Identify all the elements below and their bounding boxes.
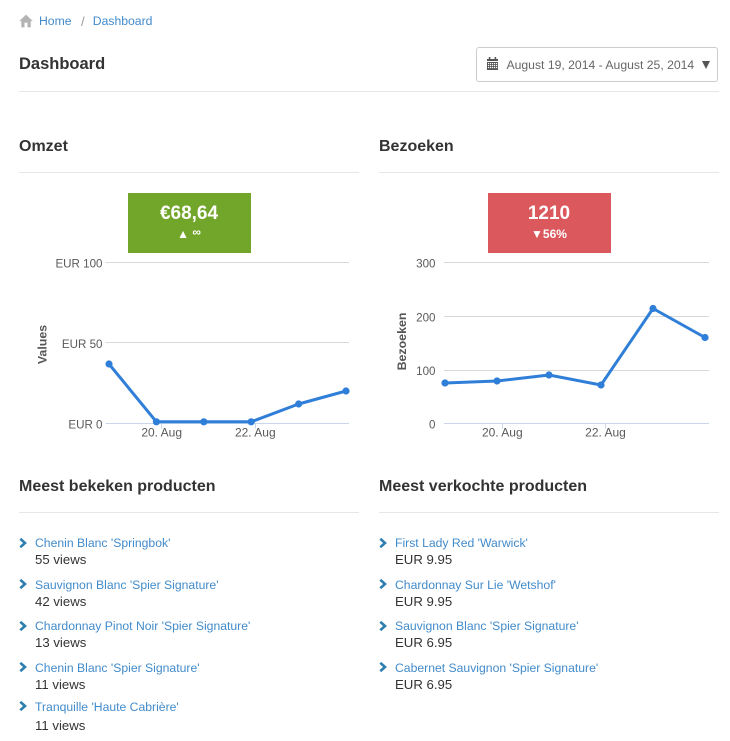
svg-text:100: 100 — [416, 365, 435, 378]
svg-text:EUR 100: EUR 100 — [55, 258, 102, 271]
svg-text:200: 200 — [416, 311, 435, 324]
svg-text:20. Aug: 20. Aug — [141, 426, 182, 440]
svg-text:22. Aug: 22. Aug — [235, 426, 276, 440]
svg-text:Bezoeken: Bezoeken — [395, 313, 409, 371]
svg-text:22. Aug: 22. Aug — [585, 426, 626, 440]
svg-text:300: 300 — [416, 258, 435, 271]
svg-text:EUR 0: EUR 0 — [68, 419, 102, 432]
svg-text:Values: Values — [36, 325, 50, 364]
svg-text:EUR 50: EUR 50 — [62, 338, 103, 351]
svg-text:0: 0 — [429, 419, 435, 432]
svg-text:20. Aug: 20. Aug — [482, 426, 523, 440]
